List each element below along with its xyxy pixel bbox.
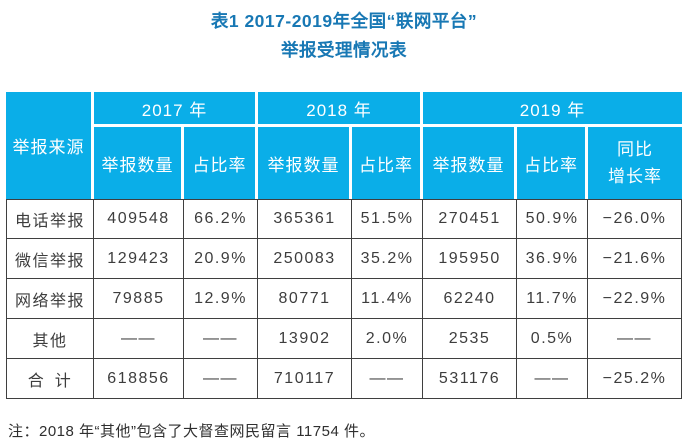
subheader-2017-share: 占比率 xyxy=(184,127,259,199)
data-cell: 36.9% xyxy=(517,239,589,279)
data-cell: 11.7% xyxy=(517,279,589,319)
data-cell: 2.0% xyxy=(352,319,424,359)
subheader-2019-count: 举报数量 xyxy=(423,127,518,199)
subheader-2018-share: 占比率 xyxy=(352,127,424,199)
data-cell: 710117 xyxy=(258,359,353,399)
footnote: 注：2018 年“其他”包含了大督查网民留言 11754 件。 xyxy=(8,423,375,440)
table-row-wechat: 微信举报 129423 20.9% 250083 35.2% 195950 36… xyxy=(6,239,683,279)
data-cell: 11.4% xyxy=(352,279,424,319)
row-header-other: 其他 xyxy=(6,319,94,359)
table-row-total: 合 计 618856 —— 710117 —— 531176 —— −25.2% xyxy=(6,359,683,399)
data-cell: 531176 xyxy=(423,359,518,399)
data-cell: —— xyxy=(184,359,259,399)
year-header-2018: 2018 年 xyxy=(258,92,424,127)
table-title-line2: 举报受理情况表 xyxy=(281,40,407,60)
data-cell: —— xyxy=(94,319,184,359)
table-row-phone: 电话举报 409548 66.2% 365361 51.5% 270451 50… xyxy=(6,199,683,239)
data-cell: 270451 xyxy=(423,199,518,239)
data-cell: 0.5% xyxy=(517,319,589,359)
row-header-total: 合 计 xyxy=(6,359,94,399)
data-cell: 2535 xyxy=(423,319,518,359)
data-cell: −26.0% xyxy=(588,199,683,239)
year-header-2019: 2019 年 xyxy=(423,92,683,127)
data-cell: 250083 xyxy=(258,239,353,279)
subheader-2019-yoy: 同比 增长率 xyxy=(588,127,683,199)
data-cell: 129423 xyxy=(94,239,184,279)
table-row-other: 其他 —— —— 13902 2.0% 2535 0.5% —— xyxy=(6,319,683,359)
data-cell: —— xyxy=(588,319,683,359)
table-title: 表1 2017-2019年全国“联网平台” 举报受理情况表 xyxy=(0,7,688,65)
data-cell: −21.6% xyxy=(588,239,683,279)
subheader-2019-share: 占比率 xyxy=(517,127,589,199)
data-cell: 35.2% xyxy=(352,239,424,279)
data-cell: −25.2% xyxy=(588,359,683,399)
subheader-2018-count: 举报数量 xyxy=(258,127,353,199)
data-cell: —— xyxy=(352,359,424,399)
data-cell: 51.5% xyxy=(352,199,424,239)
data-cell: —— xyxy=(184,319,259,359)
data-cell: 195950 xyxy=(423,239,518,279)
data-cell: 50.9% xyxy=(517,199,589,239)
year-header-2017: 2017 年 xyxy=(94,92,259,127)
data-cell: —— xyxy=(517,359,589,399)
data-cell: 618856 xyxy=(94,359,184,399)
row-header-phone: 电话举报 xyxy=(6,199,94,239)
data-cell: 365361 xyxy=(258,199,353,239)
data-cell: 79885 xyxy=(94,279,184,319)
data-cell: 62240 xyxy=(423,279,518,319)
data-cell: 20.9% xyxy=(184,239,259,279)
data-cell: 80771 xyxy=(258,279,353,319)
data-cell: 12.9% xyxy=(184,279,259,319)
data-cell: 13902 xyxy=(258,319,353,359)
subheader-2017-count: 举报数量 xyxy=(94,127,184,199)
data-cell: 66.2% xyxy=(184,199,259,239)
corner-header-source: 举报来源 xyxy=(6,92,94,199)
data-cell: −22.9% xyxy=(588,279,683,319)
report-table: 举报来源 2017 年 2018 年 2019 年 举报数量 占比率 举报数量 … xyxy=(6,92,683,399)
row-header-web: 网络举报 xyxy=(6,279,94,319)
table-row-web: 网络举报 79885 12.9% 80771 11.4% 62240 11.7%… xyxy=(6,279,683,319)
row-header-wechat: 微信举报 xyxy=(6,239,94,279)
data-cell: 409548 xyxy=(94,199,184,239)
table-title-line1: 表1 2017-2019年全国“联网平台” xyxy=(210,11,478,31)
